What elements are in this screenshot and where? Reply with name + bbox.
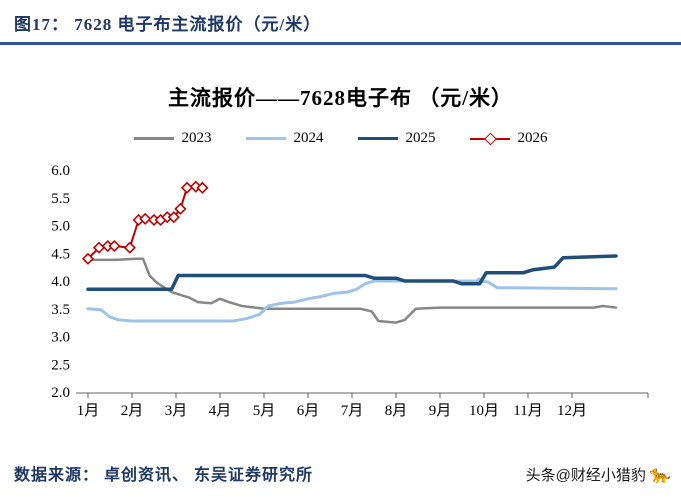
series-line-2024 — [86, 279, 618, 323]
y-tick-label: 3.5 — [51, 302, 70, 318]
series-line-2025 — [86, 254, 618, 292]
series-marker-2026 — [139, 212, 152, 225]
series-marker-2026 — [101, 239, 114, 253]
y-tick-label: 2.0 — [51, 385, 70, 401]
x-tick-label: 4月 — [209, 403, 232, 419]
y-tick-label: 4.5 — [51, 246, 70, 262]
legend-label-2024: 2024 — [293, 130, 324, 146]
x-tick-label: 10月 — [469, 403, 499, 419]
y-tick-label: 3.0 — [51, 330, 70, 346]
legend-line-swatch-2023 — [133, 137, 174, 140]
series-marker-2026 — [123, 241, 136, 254]
series-marker-2026 — [108, 239, 121, 253]
series-marker-2026 — [161, 211, 174, 224]
legend-label-2026: 2026 — [517, 130, 548, 146]
legend-line-swatch-2026 — [469, 132, 510, 145]
y-tick-label: 6.0 — [51, 163, 70, 179]
x-tick-label: 3月 — [165, 403, 188, 419]
y-tick-label: 5.5 — [51, 191, 70, 207]
legend-label-2023: 2023 — [181, 130, 212, 146]
y-tick-label: 2.5 — [51, 357, 70, 373]
chart-title: 主流报价——7628电子布 （元/米） — [167, 86, 514, 110]
x-tick-label: 7月 — [341, 403, 364, 419]
legend-label-2025: 2025 — [405, 130, 436, 146]
watermark: 头条@财经小猎豹 🐆 — [526, 464, 671, 485]
legend-item-2023: 2023 — [133, 130, 212, 147]
x-tick-label: 12月 — [557, 403, 587, 419]
y-tick-label: 5.0 — [51, 219, 70, 235]
legend-item-2024: 2024 — [245, 130, 324, 147]
series-marker-2026 — [167, 211, 180, 224]
x-tick-label: 6月 — [297, 403, 320, 419]
x-tick-label: 2月 — [121, 403, 144, 419]
watermark-text: 头条@财经小猎豹 — [525, 467, 646, 484]
legend-line-swatch-2025 — [357, 136, 398, 141]
x-tick-label: 9月 — [429, 403, 452, 419]
y-tick-label: 4.0 — [51, 274, 70, 290]
series-marker-2026 — [174, 202, 187, 215]
series-marker-2026 — [180, 181, 194, 194]
x-tick-label: 5月 — [253, 403, 276, 419]
figure-caption: 图17： 7628 电子布主流报价（元/米） — [14, 15, 322, 34]
data-source-text: 数据来源： 卓创资讯、 东吴证券研究所 — [14, 467, 314, 484]
series-marker-2026 — [81, 252, 95, 265]
leopard-icon: 🐆 — [649, 464, 671, 484]
x-tick-label: 8月 — [385, 403, 408, 419]
x-tick-label: 1月 — [77, 403, 100, 419]
series-line-2023 — [86, 257, 618, 324]
legend-line-swatch-2024 — [245, 137, 286, 140]
series-marker-2026 — [196, 181, 209, 194]
caption-underline — [0, 42, 681, 45]
legend-item-2026: 2026 — [469, 130, 548, 147]
chart-legend: 2023 2024 2025 2026 — [0, 130, 681, 147]
series-marker-2026 — [92, 241, 106, 254]
x-tick-label: 11月 — [513, 403, 542, 419]
series-marker-2026 — [147, 213, 161, 227]
legend-item-2025: 2025 — [357, 130, 436, 147]
